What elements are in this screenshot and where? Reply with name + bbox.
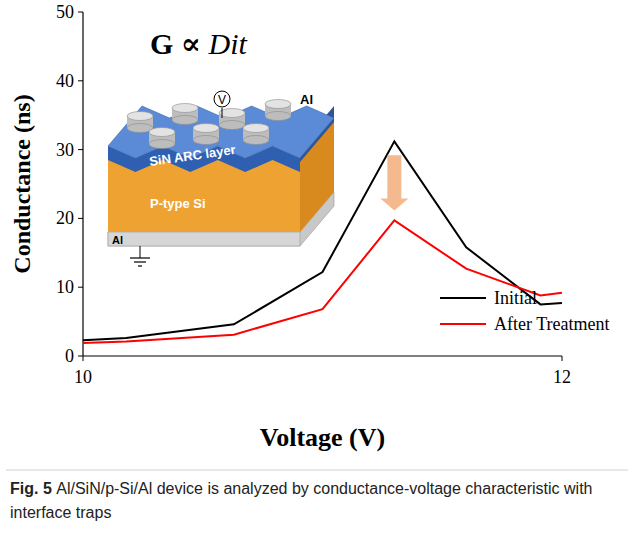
figure: 010203040501012Voltage (V)Conductance (n…: [0, 0, 634, 539]
v-source: [214, 91, 230, 107]
y-tick-label: 20: [56, 208, 74, 228]
v-lead: [222, 108, 223, 118]
annotation: G ∝ Dit: [150, 27, 248, 60]
y-tick-label: 30: [56, 140, 74, 160]
y-tick-label: 40: [56, 71, 74, 91]
al-contact-top: [219, 109, 245, 118]
x-axis-title: Voltage (V): [260, 423, 385, 452]
caption-rule: [6, 470, 628, 471]
formula-part: G ∝: [150, 27, 209, 60]
series-line: [83, 141, 562, 340]
y-tick: [78, 149, 83, 150]
annotation: SiN ARC layer: [148, 142, 236, 169]
al-contact-base: [219, 121, 245, 130]
al-contact-top: [127, 112, 153, 121]
y-tick: [78, 356, 83, 357]
decrease-arrow: [380, 155, 408, 210]
legend: Initial After Treatment: [440, 288, 609, 334]
ground-lead: [140, 246, 141, 258]
al-contact-top: [265, 100, 291, 109]
x-tick: [562, 356, 563, 361]
y-tick: [78, 287, 83, 288]
y-axis: [82, 12, 83, 356]
al-contact-top: [172, 104, 198, 113]
al-contact-base: [149, 140, 175, 149]
y-tick-label: 50: [56, 2, 74, 22]
al-contact-top: [149, 128, 175, 137]
legend-label: After Treatment: [494, 314, 609, 334]
caption-text: Al/SiN/p-Si/Al device is analyzed by con…: [10, 480, 592, 521]
al-bottom-front: [108, 232, 300, 246]
al-contact-base: [193, 136, 219, 145]
y-tick: [78, 80, 83, 81]
formula-part: Dit: [208, 27, 248, 60]
caption-label: Fig. 5: [10, 480, 56, 497]
plot-lines: [83, 141, 562, 343]
al-contact-top: [193, 124, 219, 133]
y-axis-title: Conductance (ns): [9, 94, 35, 273]
al-contact-base: [172, 116, 198, 125]
y-tick: [78, 218, 83, 219]
annotation: V: [218, 93, 226, 107]
legend-swatch: [440, 297, 486, 299]
series-line: [83, 220, 562, 342]
caption-line: Al/SiN/p-Si/Al device is analyzed by con…: [56, 480, 592, 497]
annotation: P-type Si: [150, 196, 206, 211]
y-tick: [78, 12, 83, 13]
legend-swatch: [440, 323, 486, 325]
al-contact-base: [243, 136, 269, 145]
ground: [134, 261, 146, 262]
annotation: Al: [112, 234, 123, 246]
annotation: Al: [300, 92, 313, 107]
y-tick-label: 10: [56, 277, 74, 297]
ground: [130, 257, 150, 258]
legend-label: Initial: [494, 288, 537, 308]
y-tick-label: 0: [65, 346, 74, 366]
al-contact-top: [243, 124, 269, 133]
x-tick-label: 12: [553, 367, 571, 387]
x-axis: [83, 355, 562, 356]
al-contact-base: [265, 112, 291, 121]
x-tick: [83, 356, 84, 361]
device-inset: V SiN ARC layer P-type Si Al Al G ∝ Dit: [108, 27, 334, 266]
x-tick-label: 10: [74, 367, 92, 387]
ground: [138, 265, 142, 266]
caption: Fig. 5 Al/SiN/p-Si/Al device is analyzed…: [10, 480, 592, 521]
caption-line: interface traps: [10, 504, 111, 521]
